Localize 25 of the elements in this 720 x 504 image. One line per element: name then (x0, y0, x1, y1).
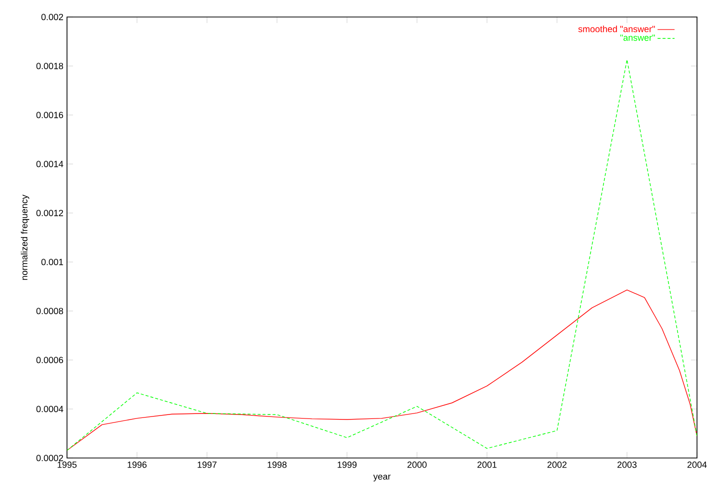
x-tick-label: 1999 (338, 462, 357, 468)
x-tick-label: 2002 (547, 462, 567, 468)
y-axis-title: normalized frequency (20, 194, 30, 280)
x-tick-label: 2001 (477, 462, 497, 468)
x-tick-label: 1998 (268, 462, 287, 468)
line-series (67, 59, 698, 451)
x-tick-label: 1995 (58, 462, 77, 468)
y-tick-label: 0.001 (41, 258, 64, 266)
y-tick-label: 0.0014 (36, 160, 64, 168)
x-tick-label: 2000 (407, 462, 427, 468)
legend-label: "answer" (620, 34, 655, 41)
x-axis-title: year (373, 474, 391, 482)
y-tick-label: 0.0004 (36, 406, 64, 412)
y-tick-label: 0.0018 (36, 62, 64, 70)
legend-label: smoothed "answer" (578, 26, 655, 32)
x-tick-label: 1997 (198, 462, 217, 468)
y-tick-label: 0.0002 (36, 454, 64, 462)
x-tick-label: 1996 (128, 462, 147, 468)
y-tick-label: 0.0006 (36, 356, 64, 364)
y-tick-label: 0.0016 (36, 112, 64, 118)
y-tick-label: 0.0008 (36, 308, 64, 314)
y-tick-label: 0.0012 (36, 210, 64, 216)
y-tick-label: 0.002 (41, 14, 64, 20)
x-tick-label: 2003 (617, 462, 637, 468)
x-tick-label: 2004 (687, 462, 707, 468)
